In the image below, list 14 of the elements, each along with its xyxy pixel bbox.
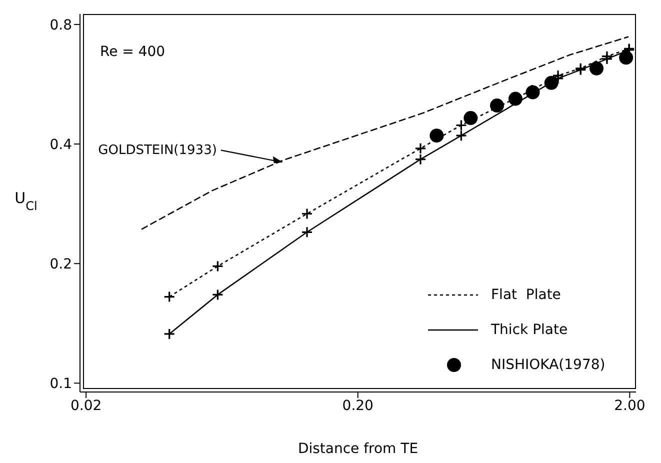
annotation: Re = 400 [100, 44, 166, 60]
y-tick-label: 0.8 [50, 17, 72, 34]
x-tick-label: 0.20 [342, 398, 374, 414]
annotation: GOLDSTEIN(1933) [98, 143, 217, 158]
legend-label: Thick Plate [491, 322, 568, 338]
x-axis-title: Distance from TE [298, 441, 418, 457]
y-axis-title: U$_{Cl}$ [14, 189, 38, 213]
x-tick-label: 0.02 [70, 398, 102, 414]
legend-label: Flat Plate [491, 286, 561, 302]
y-tick-label: 0.2 [50, 256, 72, 273]
x-tick-label: 2.00 [614, 398, 646, 414]
y-tick-label: 0.4 [50, 136, 72, 153]
y-tick-label: 0.1 [50, 376, 72, 392]
legend-label: NISHIOKA(1978) [491, 356, 606, 372]
